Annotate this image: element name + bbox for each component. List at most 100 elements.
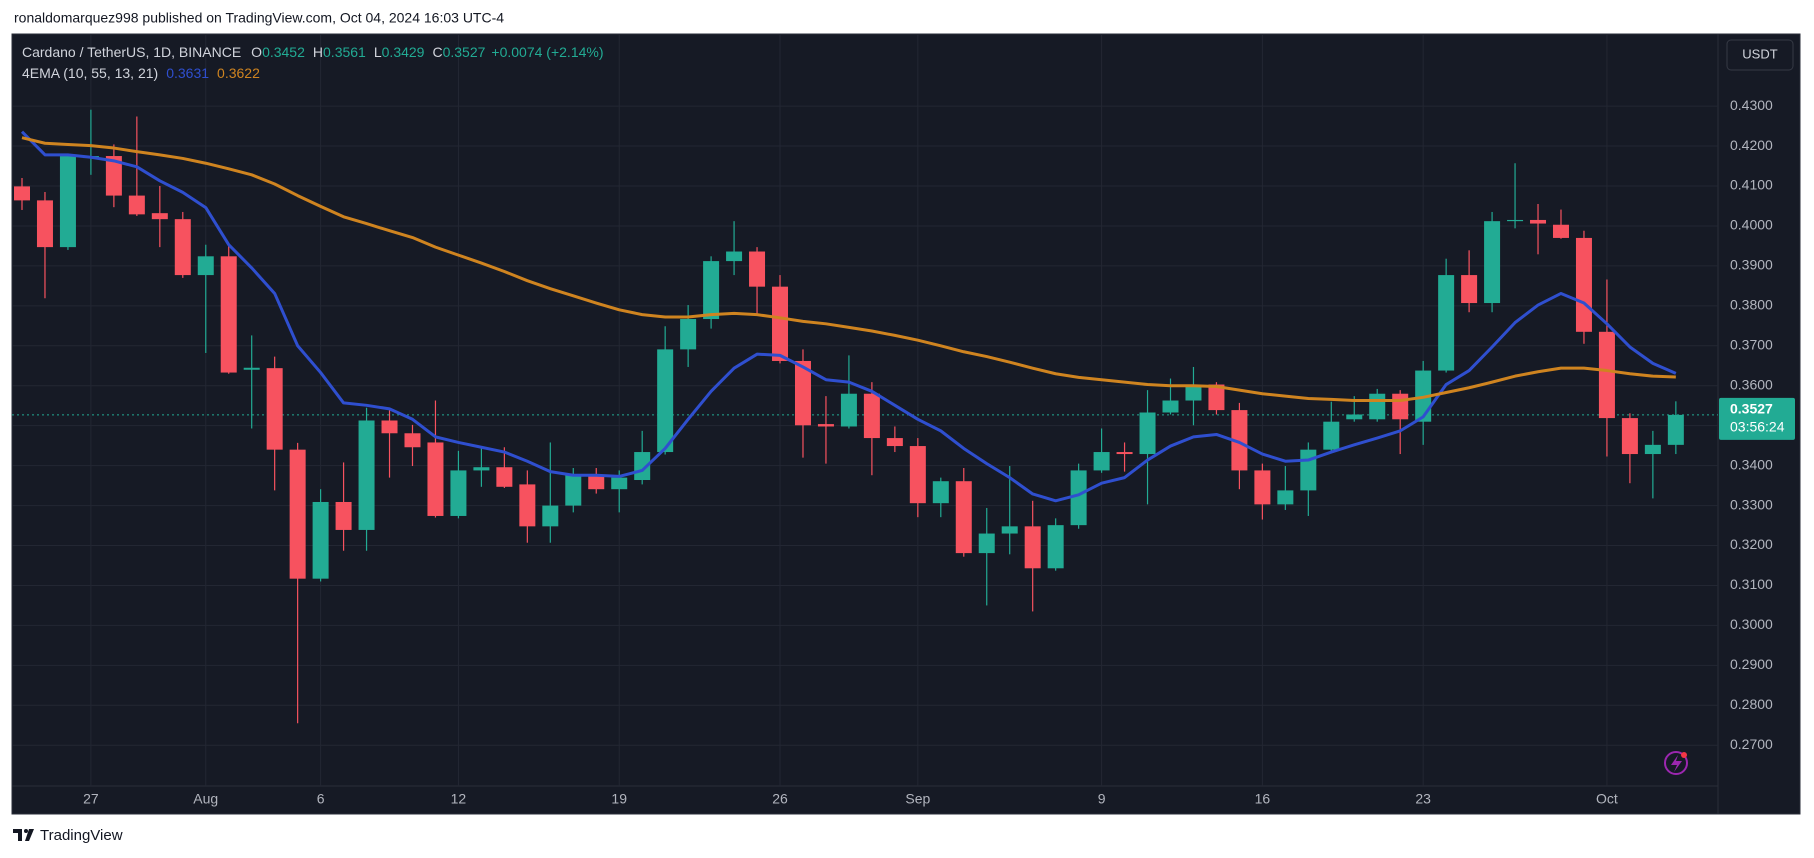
candle-body: [932, 481, 949, 504]
y-tick-label: 0.4200: [1730, 137, 1773, 153]
candle-body: [1231, 410, 1248, 471]
ohlc-key: L: [374, 44, 382, 60]
candle-body: [588, 475, 605, 490]
candle-body: [519, 484, 536, 527]
candle-body: [703, 261, 720, 320]
candle-body: [726, 251, 743, 262]
candle-body: [565, 475, 582, 506]
candle-body: [1484, 221, 1501, 304]
ohlc-value: 0.3452: [262, 44, 305, 60]
candle-body: [1093, 452, 1110, 471]
candle-body: [886, 438, 903, 447]
candle-body: [496, 467, 513, 487]
candle-body: [1185, 384, 1202, 401]
candle-body: [427, 442, 444, 516]
y-tick-label: 0.2900: [1730, 656, 1773, 672]
currency-button[interactable]: [1726, 39, 1794, 71]
x-tick-label: Sep: [905, 791, 930, 807]
candle-body: [243, 367, 260, 370]
x-tick-label: 12: [451, 791, 467, 807]
alert-icon-dot: [1681, 752, 1687, 758]
candle-body: [542, 505, 559, 527]
y-tick-label: 0.4100: [1730, 177, 1773, 193]
publisher-line: ronaldomarquez998 published on TradingVi…: [14, 10, 504, 26]
ohlc-value: 0.3429: [382, 44, 425, 60]
ohlc-key: C: [432, 44, 442, 60]
footer-logo: [13, 829, 34, 841]
y-tick-label: 0.3300: [1730, 496, 1773, 512]
candle-body: [1621, 418, 1638, 455]
candle-body: [1277, 490, 1294, 505]
candle-body: [1024, 526, 1041, 569]
y-tick-label: 0.4300: [1730, 97, 1773, 113]
candle-body: [36, 200, 53, 248]
candle-body: [1162, 400, 1179, 413]
candle-body: [1070, 470, 1087, 526]
candle-body: [105, 156, 122, 196]
logo-part: [24, 829, 28, 833]
alert-icon[interactable]: [1664, 751, 1688, 775]
x-tick-label: 19: [611, 791, 627, 807]
x-tick-label: 9: [1098, 791, 1106, 807]
y-tick-label: 0.3000: [1730, 616, 1773, 632]
candle-body: [128, 195, 145, 215]
y-tick-label: 0.3800: [1730, 297, 1773, 313]
logo-part: [25, 829, 34, 841]
y-tick-label: 0.3200: [1730, 536, 1773, 552]
candle-body: [1323, 421, 1340, 450]
candle-body: [1139, 412, 1156, 455]
candle-body: [978, 533, 995, 554]
candle-body: [1552, 224, 1569, 238]
x-tick-label: 6: [317, 791, 325, 807]
change-value: +0.0074 (+2.14%): [491, 44, 603, 60]
ohlc-key: O: [251, 44, 262, 60]
x-tick-label: 16: [1255, 791, 1271, 807]
candle-body: [1598, 331, 1615, 419]
candle-body: [381, 420, 398, 434]
y-tick-label: 0.3900: [1730, 257, 1773, 273]
candle-body: [450, 470, 467, 516]
candle-body: [611, 477, 628, 490]
candle-body: [1392, 393, 1409, 420]
footer-brand: TradingView: [40, 827, 123, 844]
indicator-value: 0.3631: [166, 65, 209, 81]
y-tick-label: 0.3400: [1730, 456, 1773, 472]
x-tick-label: 23: [1415, 791, 1431, 807]
x-tick-label: Oct: [1596, 791, 1618, 807]
y-tick-label: 0.2700: [1730, 736, 1773, 752]
candle-body: [1667, 414, 1684, 445]
price-label-box: [1719, 397, 1795, 440]
candle-body: [657, 349, 674, 453]
candle-body: [955, 481, 972, 554]
ema-line: [21, 136, 1676, 403]
candle-body: [266, 368, 283, 450]
ohlc-value: 0.3527: [443, 44, 486, 60]
candle-body: [1346, 414, 1363, 420]
indicator-name: 4EMA (10, 55, 13, 21): [22, 65, 158, 81]
x-tick-label: 26: [772, 791, 788, 807]
y-tick-label: 0.3100: [1730, 576, 1773, 592]
candle-body: [312, 501, 329, 579]
ema-line: [20, 130, 1677, 503]
candle-body: [1001, 526, 1018, 534]
candle-body: [680, 319, 697, 350]
candle-body: [634, 452, 651, 481]
candle-body: [220, 256, 237, 373]
candle-body: [1438, 275, 1455, 371]
candle-body: [1254, 470, 1271, 505]
y-tick-label: 0.3700: [1730, 336, 1773, 352]
candle-body: [1047, 525, 1064, 569]
candle-body: [909, 446, 926, 504]
candle-body: [840, 393, 857, 427]
candle-body: [404, 433, 421, 448]
indicator-legend: 4EMA (10, 55, 13, 21) 0.3631 0.3622: [22, 65, 260, 81]
candle-body: [473, 467, 490, 471]
x-tick-label: 27: [83, 791, 99, 807]
y-tick-label: 0.2800: [1730, 696, 1773, 712]
candle-body: [1116, 452, 1133, 455]
candle-body: [1300, 449, 1317, 491]
logo-part: [13, 829, 22, 841]
candle-body: [749, 251, 766, 287]
